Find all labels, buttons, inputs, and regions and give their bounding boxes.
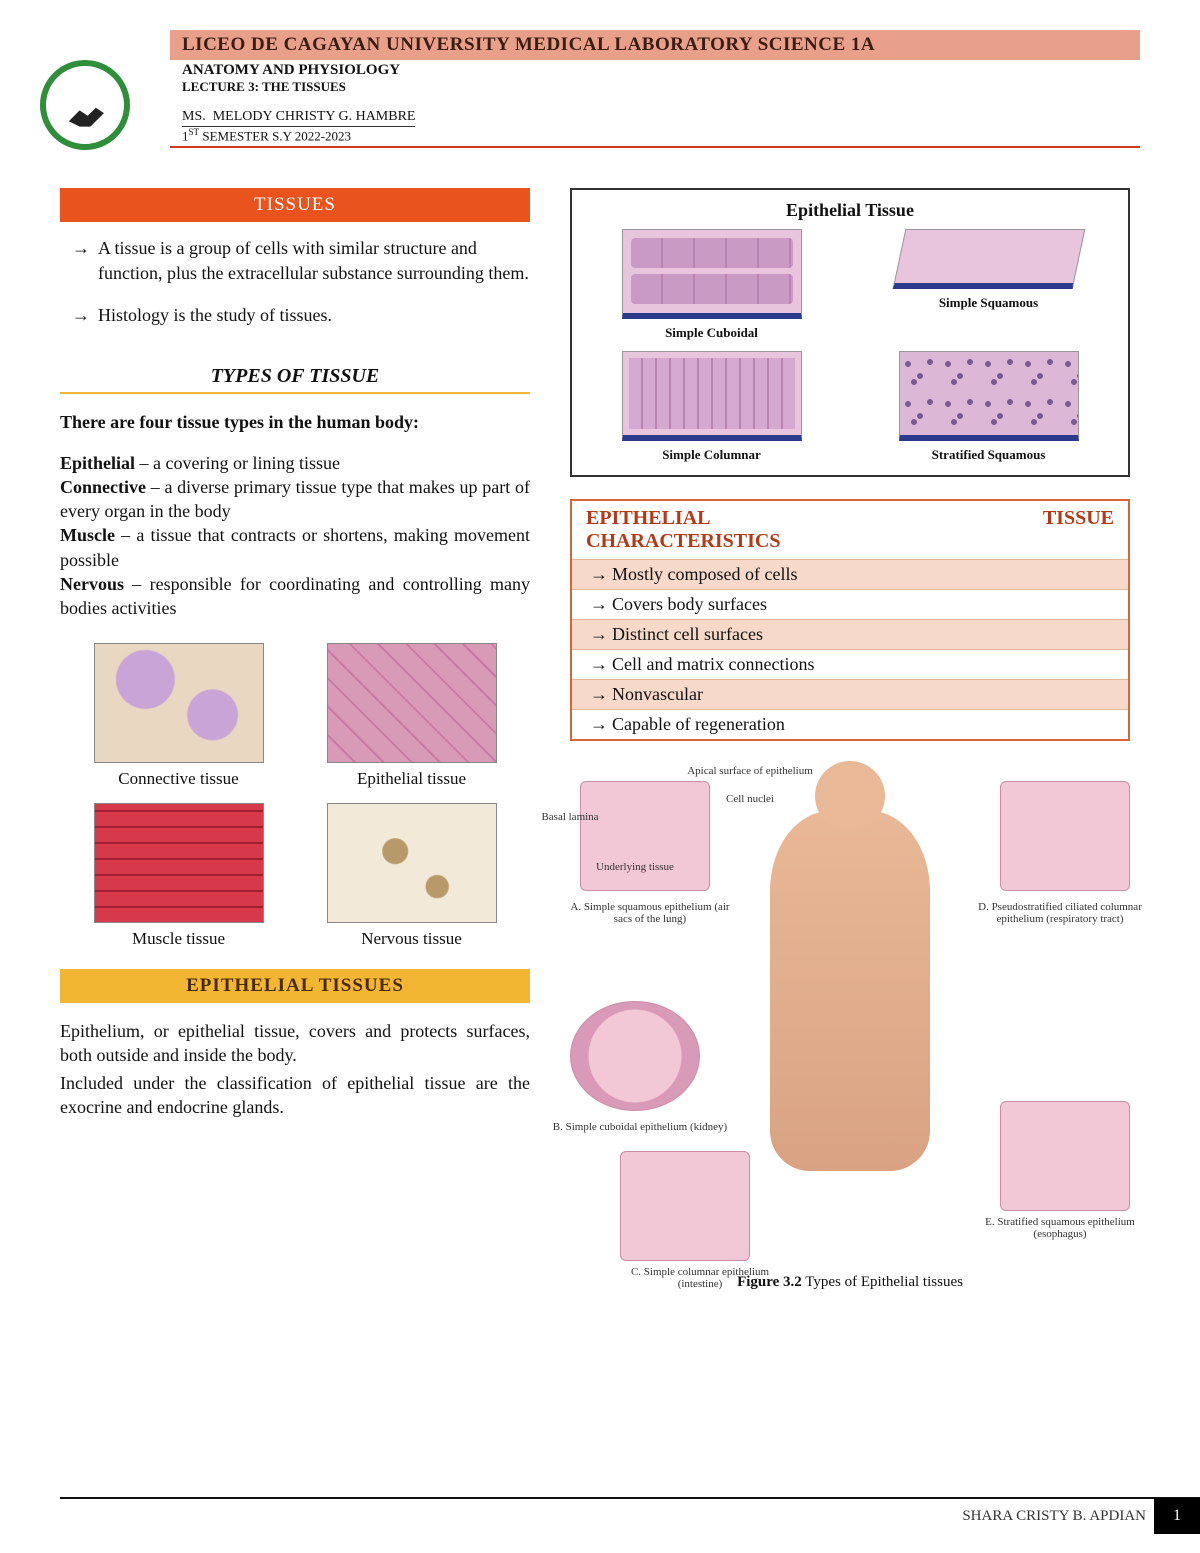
tissue-thumb-image [327,803,497,923]
label-basal: Basal lamina [540,811,600,823]
arrow-icon: → [72,303,98,327]
char-title: EPITHELIALCHARACTERISTICS TISSUE [572,501,1128,559]
label-d: D. Pseudostratified ciliated columnar ep… [970,901,1150,925]
et-cell-image [892,229,1085,289]
heading-tissues: TISSUES [60,188,530,222]
heading-epithelial-tissues: EPITHELIAL TISSUES [60,969,530,1003]
tissue-thumb-cell: Nervous tissue [309,803,514,949]
et-diagram-title: Epithelial Tissue [588,200,1112,221]
et-cell: Simple Squamous [865,229,1112,341]
tissue-thumb-caption: Connective tissue [76,769,281,789]
label-underlying: Underlying tissue [590,861,680,873]
heading-types-of-tissue: TYPES OF TISSUE [60,365,530,394]
char-row: Capable of regeneration [572,709,1128,739]
tissue-thumb-cell: Muscle tissue [76,803,281,949]
human-body-icon [770,811,930,1171]
et-cell-image [622,351,802,441]
tissue-thumb-cell: Connective tissue [76,643,281,789]
epithelial-characteristics-box: EPITHELIALCHARACTERISTICS TISSUE Mostly … [570,499,1130,741]
bullet-tissue-def: → A tissue is a group of cells with simi… [72,236,530,285]
bullet-histology: → Histology is the study of tissues. [72,303,530,327]
et-cell-image [622,229,802,319]
epithelial-para-2: Included under the classification of epi… [60,1071,530,1120]
header-rule [170,146,1140,148]
header-university: LICEO DE CAGAYAN UNIVERSITY MEDICAL LABO… [170,30,1140,60]
et-cell-label: Simple Cuboidal [588,325,835,341]
et-cell: Simple Cuboidal [588,229,835,341]
footer-page-number: 1 [1154,1498,1200,1534]
label-e: E. Stratified squamous epithelium (esoph… [970,1216,1150,1240]
header-instructor: MS. MELODY CHRISTY G. HAMBRE [182,109,415,127]
label-b: B. Simple cuboidal epithelium (kidney) [550,1121,730,1133]
mini-c [620,1151,750,1261]
epithelial-para-1: Epithelium, or epithelial tissue, covers… [60,1019,530,1068]
university-logo [40,60,130,150]
et-cell: Stratified Squamous [865,351,1112,463]
body-figure: A. Simple squamous epithelium (air sacs … [570,771,1130,1291]
epithelial-tissue-diagram: Epithelial Tissue Simple Cuboidal Simple … [570,188,1130,477]
header-lecture: LECTURE 3: THE TISSUES [182,79,1128,95]
tissue-thumbnail-grid: Connective tissue Epithelial tissue Muscle… [60,643,530,949]
tissue-thumb-image [327,643,497,763]
figure-caption: Figure 3.2 Types of Epithelial tissues [570,1274,1130,1291]
label-a: A. Simple squamous epithelium (air sacs … [560,901,740,925]
tissue-type-list: Epithelial – a covering or lining tissue… [60,451,530,621]
tissue-thumb-caption: Muscle tissue [76,929,281,949]
mini-d [1000,781,1130,891]
char-row: Distinct cell surfaces [572,619,1128,649]
four-types-intro: There are four tissue types in the human… [60,410,530,434]
label-a-top2: Cell nuclei [700,793,800,805]
char-row: Cell and matrix connections [572,649,1128,679]
tissue-thumb-caption: Epithelial tissue [309,769,514,789]
et-cell-label: Simple Squamous [865,295,1112,311]
header-semester: 1ST SEMESTER S.Y 2022-2023 [182,127,1128,144]
footer-author: SHARA CRISTY B. APDIAN [962,1508,1146,1525]
et-cell-label: Simple Columnar [588,447,835,463]
tissue-thumb-caption: Nervous tissue [309,929,514,949]
label-a-top1: Apical surface of epithelium [680,765,820,777]
et-cell-label: Stratified Squamous [865,447,1112,463]
et-cell: Simple Columnar [588,351,835,463]
mini-a [580,781,710,891]
char-row: Covers body surfaces [572,589,1128,619]
mini-b [570,1001,700,1111]
arrow-icon: → [72,236,98,285]
header-course: ANATOMY AND PHYSIOLOGY [182,62,1128,79]
tissue-thumb-image [94,643,264,763]
tissue-thumb-image [94,803,264,923]
mini-e [1000,1101,1130,1211]
page-footer: SHARA CRISTY B. APDIAN 1 [60,1497,1200,1533]
char-row: Nonvascular [572,679,1128,709]
et-cell-image [899,351,1079,441]
tissue-thumb-cell: Epithelial tissue [309,643,514,789]
char-row: Mostly composed of cells [572,559,1128,589]
header-sub: ANATOMY AND PHYSIOLOGY LECTURE 3: THE TI… [170,60,1140,144]
